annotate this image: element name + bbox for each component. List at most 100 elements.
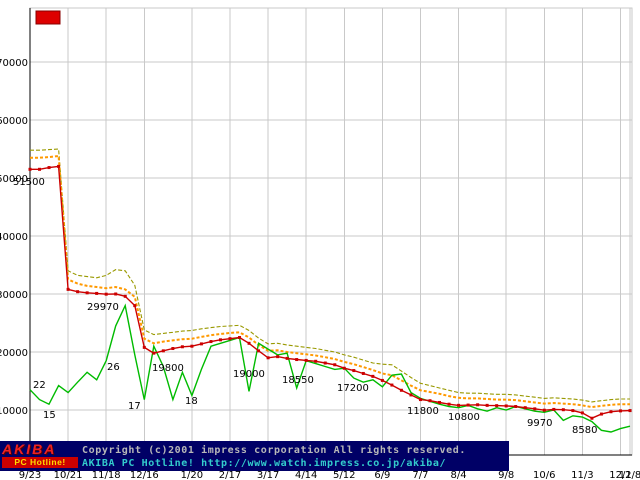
- series-line-shops-indicator: [29, 303, 631, 433]
- series-marker-lowest-price: [561, 408, 565, 412]
- x-axis-label: 12/16: [130, 470, 159, 480]
- series-marker-lowest-price: [342, 366, 346, 370]
- copyright-line1: Copyright (c)2001 impress corporation Al…: [82, 445, 466, 456]
- series-marker-lowest-price: [380, 378, 384, 382]
- series-marker-lowest-price: [580, 411, 584, 415]
- series-marker-lowest-price: [323, 361, 327, 365]
- series-marker-lowest-price: [590, 416, 594, 420]
- series-line-lowest-price: [30, 165, 631, 419]
- red-legend-box: [35, 10, 61, 25]
- y-axis-label: 30000: [0, 290, 28, 301]
- series-marker-lowest-price: [618, 409, 622, 413]
- x-axis-label: 9/8: [498, 470, 514, 480]
- series-marker-lowest-price: [399, 388, 403, 392]
- series-marker-lowest-price: [266, 356, 270, 360]
- series-marker-lowest-price: [47, 166, 51, 170]
- series-marker-lowest-price: [66, 287, 70, 291]
- series-marker-lowest-price: [476, 403, 480, 407]
- series-marker-lowest-price: [38, 167, 42, 171]
- series-marker-lowest-price: [276, 355, 280, 359]
- series-marker-lowest-price: [95, 291, 99, 295]
- y-axis-label: 50000: [0, 174, 28, 185]
- series-marker-lowest-price: [457, 403, 461, 407]
- data-label: 22: [33, 380, 46, 391]
- y-axis-label: 40000: [0, 232, 28, 243]
- x-axis-label: 11/18: [92, 470, 121, 480]
- data-label: 17: [128, 401, 141, 412]
- x-axis-label: 11/3: [571, 470, 593, 480]
- series-marker-lowest-price: [218, 338, 222, 342]
- x-axis-label: 3/17: [257, 470, 279, 480]
- plot-frame: [29, 7, 633, 456]
- series-marker-lowest-price: [371, 374, 375, 378]
- x-axis-label: 6/9: [374, 470, 390, 480]
- data-label: 29970: [87, 302, 119, 313]
- data-label: 19800: [152, 363, 184, 374]
- data-label: 8580: [572, 425, 597, 436]
- series-marker-lowest-price: [390, 383, 394, 387]
- series-marker-lowest-price: [599, 412, 603, 416]
- series-line-average-price-dashed: [30, 154, 630, 409]
- data-label: 19000: [233, 369, 265, 380]
- series-marker-lowest-price: [171, 347, 175, 351]
- series-marker-lowest-price: [352, 369, 356, 373]
- series-marker-lowest-price: [438, 400, 442, 404]
- logo-akiba-text: AKIBA: [2, 441, 57, 457]
- series-marker-lowest-price: [247, 341, 251, 345]
- series-marker-lowest-price: [361, 371, 365, 375]
- series-marker-lowest-price: [209, 340, 213, 344]
- series-marker-lowest-price: [609, 410, 613, 414]
- series-marker-lowest-price: [142, 345, 146, 349]
- series-marker-lowest-price: [295, 358, 299, 362]
- series-marker-lowest-price: [161, 349, 165, 353]
- x-axis-label: 4/14: [295, 470, 317, 480]
- series-marker-lowest-price: [228, 337, 232, 341]
- series-marker-lowest-price: [628, 409, 632, 413]
- series-marker-lowest-price: [333, 363, 337, 367]
- x-axis-label: 12/8: [619, 470, 640, 480]
- series-marker-lowest-price: [238, 336, 242, 339]
- series-marker-lowest-price: [152, 351, 156, 355]
- series-marker-lowest-price: [533, 407, 537, 411]
- series-marker-lowest-price: [114, 292, 118, 296]
- series-marker-lowest-price: [104, 292, 108, 296]
- series-marker-lowest-price: [85, 291, 89, 295]
- data-label: 15: [43, 410, 56, 421]
- copyright-text: Copyright (c)2001 impress corporation Al…: [82, 444, 466, 470]
- y-axis-label: 70000: [0, 58, 28, 69]
- series-marker-lowest-price: [57, 164, 61, 168]
- series-marker-lowest-price: [428, 399, 432, 403]
- x-axis-label: 5/12: [333, 470, 355, 480]
- series-marker-lowest-price: [552, 407, 556, 411]
- series-marker-lowest-price: [257, 349, 261, 353]
- data-label: 51500: [13, 177, 45, 188]
- series-marker-lowest-price: [180, 345, 184, 349]
- series-marker-lowest-price: [485, 403, 489, 407]
- series-marker-lowest-price: [28, 167, 32, 171]
- x-axis-label: 8/4: [451, 470, 467, 480]
- data-label: 9970: [527, 418, 552, 429]
- data-label: 18: [185, 396, 198, 407]
- y-axis-label: 60000: [0, 116, 28, 127]
- x-axis-label: 9/23: [19, 470, 41, 480]
- x-axis-label: 1/20: [181, 470, 203, 480]
- series-marker-lowest-price: [123, 294, 127, 298]
- copyright-banner: AKIBA PC Hotline! Copyright (c)2001 impr…: [0, 441, 509, 471]
- series-marker-lowest-price: [304, 358, 308, 362]
- x-axis-label: 10/21: [54, 470, 83, 480]
- x-axis-label: 10/6: [533, 470, 555, 480]
- series-marker-lowest-price: [133, 304, 137, 308]
- data-label: 18550: [282, 375, 314, 386]
- series-marker-lowest-price: [190, 344, 194, 348]
- series-marker-lowest-price: [504, 404, 508, 408]
- akiba-pc-hotline-logo: AKIBA PC Hotline!: [2, 442, 78, 469]
- data-label: 11800: [407, 406, 439, 417]
- series-marker-lowest-price: [466, 403, 470, 407]
- series-marker-lowest-price: [495, 404, 499, 408]
- series-marker-lowest-price: [571, 409, 575, 413]
- y-axis-label: 20000: [0, 348, 28, 359]
- series-marker-lowest-price: [76, 290, 80, 294]
- series-marker-lowest-price: [514, 405, 518, 409]
